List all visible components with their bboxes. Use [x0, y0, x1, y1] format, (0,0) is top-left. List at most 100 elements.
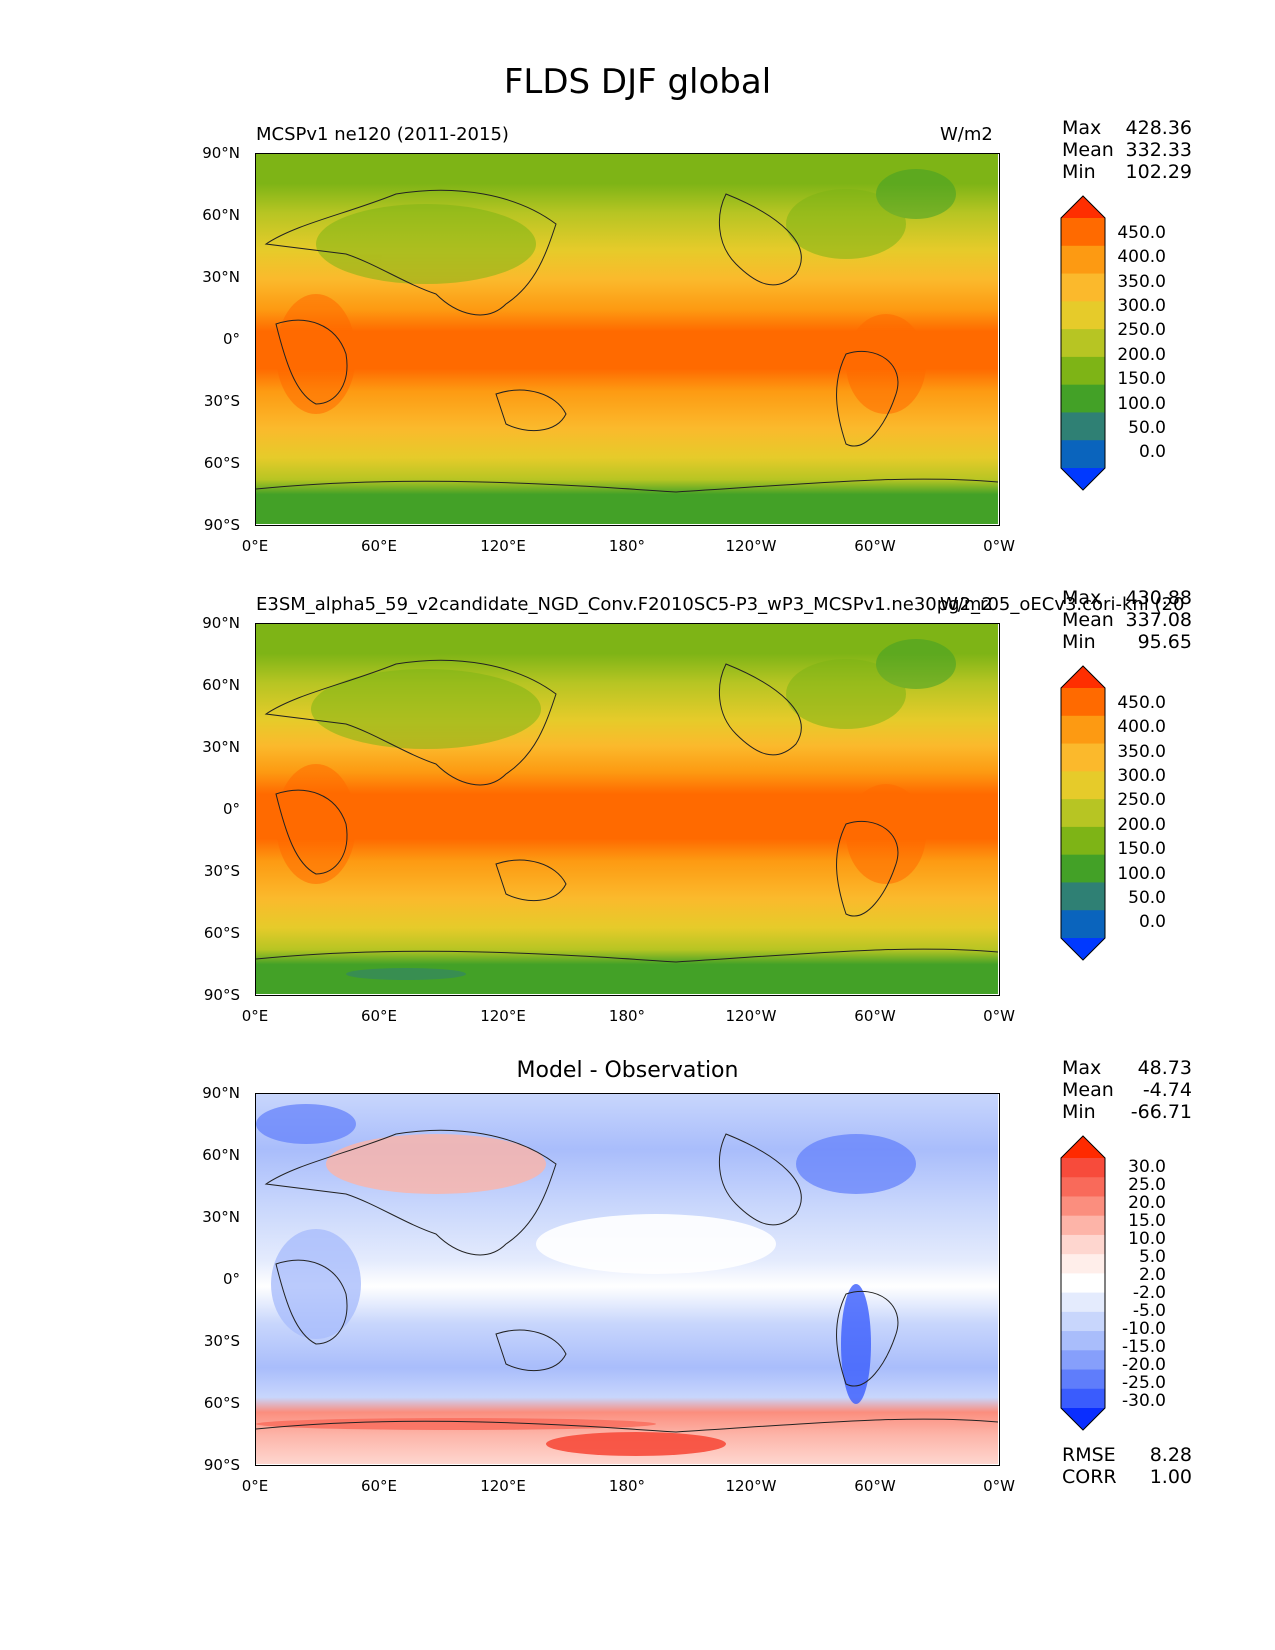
panel3-lat-label: 30°S [203, 1332, 240, 1350]
colorbar-segment [1061, 329, 1105, 358]
colorbar-tick-label: -30.0 [1122, 1391, 1166, 1411]
colorbar-tick-label: 450.0 [1117, 223, 1166, 243]
colorbar-segment [1061, 273, 1105, 302]
panel2-lon-label: 120°E [480, 1007, 526, 1025]
stat-min-value: 95.65 [1137, 631, 1192, 653]
panel3-coastlines [256, 1129, 998, 1433]
panel3-lon-label: 0°W [983, 1477, 1015, 1495]
panel2-map [255, 623, 1000, 996]
colorbar-tick-label: 5.0 [1138, 1247, 1166, 1267]
stat-label: Max [1062, 587, 1102, 609]
panel2-lat-label: 30°S [203, 862, 240, 880]
panel1-coastlines [256, 189, 998, 493]
stat-label: Max [1062, 117, 1102, 139]
colorbar-segment [1061, 301, 1105, 330]
panel3-lat-label: 60°N [202, 1146, 240, 1164]
panel1-lon-label: 120°E [480, 537, 526, 555]
colorbar-segment [1061, 1369, 1105, 1390]
stat-min-value: -66.71 [1130, 1101, 1192, 1123]
panel3-title: Model - Observation [516, 1058, 739, 1083]
colorbar-tick-label: 10.0 [1128, 1229, 1166, 1249]
colorbar-segment [1061, 688, 1105, 717]
colorbar-segment [1061, 771, 1105, 800]
panel2-lon-label: 0°E [241, 1007, 269, 1025]
panel3-lat-label: 90°S [203, 1456, 240, 1474]
colorbar-segment [1061, 910, 1105, 939]
metric-label: CORR [1062, 1466, 1117, 1488]
colorbar-segment [1061, 1254, 1105, 1274]
panel3-lon-label: 60°W [854, 1477, 896, 1495]
panel2-lat-label: 60°S [203, 924, 240, 942]
stat-label: Min [1062, 1101, 1096, 1123]
panel1-lat-label: 0° [222, 330, 240, 348]
panel3-lon-label: 180° [608, 1477, 646, 1495]
colorbar-tick-label: -2.0 [1132, 1283, 1166, 1303]
colorbar-segment [1061, 743, 1105, 772]
panel2-lon-label: 180° [608, 1007, 646, 1025]
panel2-lat-label: 60°N [202, 676, 240, 694]
panel3-lat-label: 60°S [203, 1394, 240, 1412]
panel3-anomaly-patches [256, 1104, 916, 1456]
colorbar-segment [1061, 356, 1105, 386]
colorbar-tick-label: 2.0 [1138, 1265, 1166, 1285]
stat-mean-value: 332.33 [1125, 139, 1192, 161]
panel3-lat-label: 30°N [202, 1208, 240, 1226]
colorbar-segment [1061, 1331, 1105, 1351]
stat-min-value: 102.29 [1125, 161, 1192, 183]
colorbar-outline [1060, 665, 1106, 961]
stat-label: Min [1062, 161, 1096, 183]
panel1-colorbar [1060, 195, 1106, 491]
panel1-lat-label: 30°S [203, 392, 240, 410]
panel3-lon-label: 120°E [480, 1477, 526, 1495]
colorbar-segment [1061, 384, 1105, 413]
panel2-lon-label: 120°W [725, 1007, 777, 1025]
colorbar-segment [1061, 1177, 1105, 1197]
panel1-map [255, 153, 1000, 526]
colorbar-segment [1061, 1350, 1105, 1371]
colorbar-segment [1061, 799, 1105, 828]
panel2-title: E3SM_alpha5_59_v2candidate_NGD_Conv.F201… [256, 594, 1185, 615]
colorbar-tick-label: 450.0 [1117, 693, 1166, 713]
panel1-lat-label: 60°S [203, 454, 240, 472]
panel2-lat-label: 0° [222, 800, 240, 818]
colorbar-segment [1061, 245, 1105, 275]
panel1-lat-label: 60°N [202, 206, 240, 224]
colorbar-tick-label: 15.0 [1128, 1211, 1166, 1231]
panel2-lon-label: 0°W [983, 1007, 1015, 1025]
panel1-lon-label: 60°W [854, 537, 896, 555]
colorbar-segment [1061, 440, 1105, 469]
colorbar-tick-label: 150.0 [1117, 839, 1166, 859]
colorbar-tick-label: 100.0 [1117, 394, 1166, 414]
colorbar-tick-label: -20.0 [1122, 1355, 1166, 1375]
colorbar-tick-label: 250.0 [1117, 790, 1166, 810]
colorbar-tick-label: 300.0 [1117, 296, 1166, 316]
colorbar-extend-bottom [1061, 468, 1105, 490]
colorbar-segment [1061, 1158, 1105, 1178]
panel3-map [255, 1093, 1000, 1466]
colorbar-segment [1061, 412, 1105, 441]
panel3-lon-label: 60°E [360, 1477, 398, 1495]
panel1-units: W/m2 [940, 124, 993, 145]
colorbar-extend-top [1061, 666, 1105, 688]
stat-mean-value: 337.08 [1125, 609, 1192, 631]
stat-max-value: 48.73 [1137, 1057, 1192, 1079]
panel1-title: MCSPv1 ne120 (2011-2015) [256, 124, 509, 145]
colorbar-tick-label: -5.0 [1132, 1301, 1166, 1321]
panel2-land-patches [276, 639, 956, 980]
panel1-lat-label: 30°N [202, 268, 240, 286]
colorbar-outline [1060, 1135, 1106, 1431]
colorbar-segment [1061, 1215, 1105, 1236]
panel3-lat-label: 0° [222, 1270, 240, 1288]
panel3-colorbar [1060, 1135, 1106, 1431]
colorbar-tick-label: 50.0 [1128, 418, 1166, 438]
colorbar-extend-top [1061, 196, 1105, 218]
stat-label: Min [1062, 631, 1096, 653]
colorbar-tick-label: -10.0 [1122, 1319, 1166, 1339]
colorbar-segment [1061, 854, 1105, 883]
colorbar-tick-label: 350.0 [1117, 272, 1166, 292]
metric-label: RMSE [1062, 1444, 1116, 1466]
colorbar-tick-label: 0.0 [1138, 912, 1166, 932]
panel3-stats: Max 48.73 Mean -4.74 Min -66.71 [1062, 1057, 1192, 1123]
panel2-lon-label: 60°E [360, 1007, 398, 1025]
panel2-coastlines [256, 659, 998, 963]
